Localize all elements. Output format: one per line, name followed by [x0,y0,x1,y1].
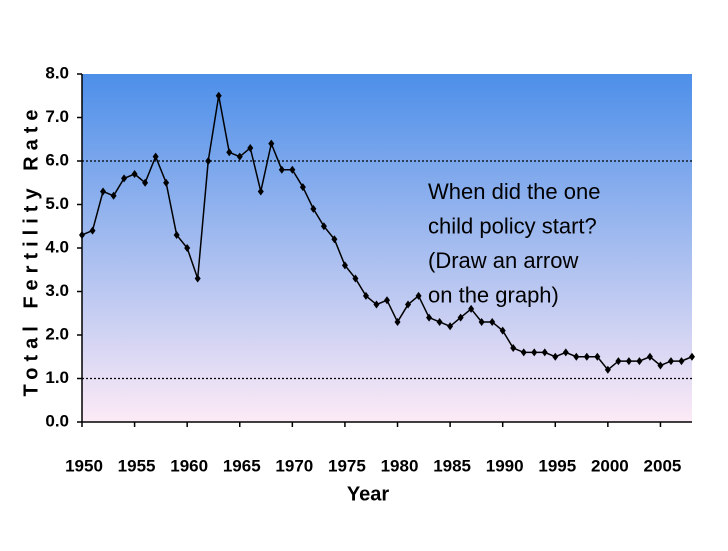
data-point [573,352,580,361]
data-point [457,313,464,322]
data-point [89,226,96,235]
data-point [657,361,664,370]
data-point [373,300,380,309]
data-point [320,222,327,231]
data-point [205,157,212,165]
data-point [415,291,422,300]
data-point [489,317,496,326]
data-point [625,357,632,366]
x-tick-label: 1995 [538,456,576,475]
data-point [100,187,107,196]
data-point [594,352,601,361]
annotation-text: on the graph) [428,282,559,307]
data-point [247,143,254,152]
data-point [678,357,685,366]
y-tick-label: 6.0 [45,150,69,169]
x-tick-label: 2000 [591,456,629,475]
x-tick-label: 1955 [118,456,156,475]
y-tick-label: 2.0 [45,324,69,343]
data-point [142,178,149,187]
x-axis-title: Year [347,483,389,505]
annotation-text: child policy start? [428,213,597,238]
data-point [447,322,454,331]
annotation-text: When did the one [428,179,600,204]
data-point [184,244,191,252]
data-point [268,139,275,148]
y-tick-label: 4.0 [45,237,69,256]
data-point [510,344,517,353]
data-point [604,365,611,374]
data-point [646,352,653,361]
data-point [79,230,85,239]
data-point [289,165,296,174]
data-point [667,357,674,366]
data-point [562,348,569,357]
x-tick-label: 1965 [223,456,261,475]
data-point [468,304,475,313]
y-tick-label: 1.0 [45,368,69,387]
data-point [299,183,306,192]
data-point [121,174,128,183]
data-point [152,152,159,161]
data-point [194,274,201,283]
data-point [110,191,117,200]
data-point [310,204,317,213]
data-point [341,261,348,270]
data-point [478,317,485,326]
data-point [331,235,338,244]
x-tick-label: 1985 [433,456,471,475]
data-point [541,348,548,357]
x-tick-label: 1960 [170,456,208,475]
x-tick-label: 1950 [65,456,103,475]
data-point [689,352,695,361]
data-point [583,352,590,361]
data-point [215,91,222,100]
data-point [531,348,538,357]
x-tick-label: 1975 [328,456,366,475]
data-point [236,152,243,161]
data-point [131,170,138,179]
data-point [362,291,369,300]
data-point [384,296,390,305]
y-tick-label: 3.0 [45,281,69,300]
x-tick-label: 1980 [381,456,419,475]
x-tick-label: 1970 [275,456,313,475]
data-point [278,165,285,174]
annotation-text: (Draw an arrow [428,248,578,273]
data-point [352,274,359,283]
data-point [405,300,412,309]
y-tick-label: 8.0 [45,63,69,82]
y-tick-label: 5.0 [45,194,69,213]
data-point [173,230,180,239]
data-point [615,357,622,366]
data-point [163,178,170,187]
plot-background [82,74,692,422]
y-axis-title: Total Fertility Rate [20,104,42,397]
data-point [520,348,527,357]
data-point [552,352,559,361]
data-point [499,326,506,335]
x-tick-label: 2005 [644,456,682,475]
data-point [636,357,643,366]
data-point [257,187,264,196]
y-tick-label: 0.0 [45,411,69,430]
data-point [394,317,401,326]
x-tick-label: 1990 [486,456,524,475]
data-point [436,317,443,326]
data-point [426,313,433,322]
data-point [226,148,233,157]
y-tick-label: 7.0 [45,107,69,126]
